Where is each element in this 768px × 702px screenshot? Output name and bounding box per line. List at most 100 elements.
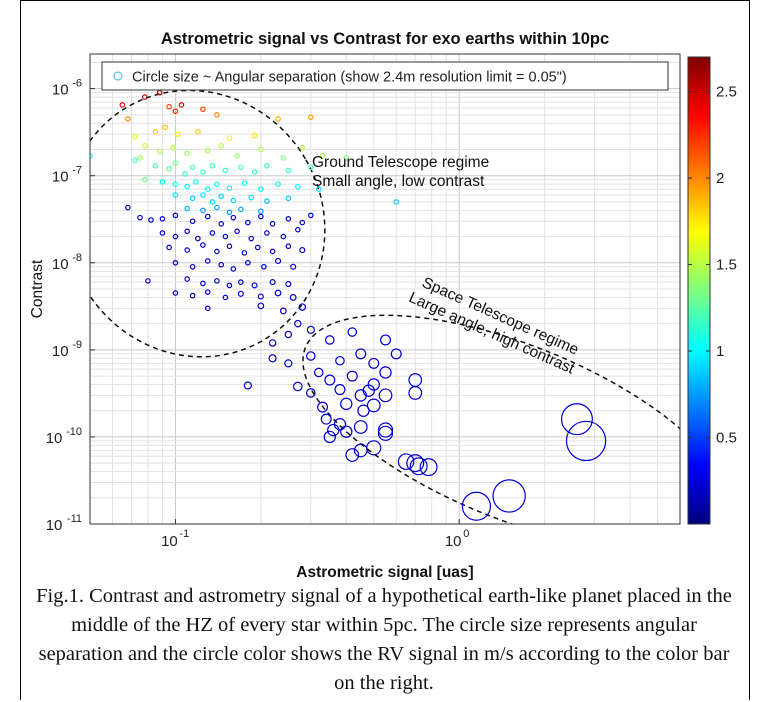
data-point — [284, 330, 293, 339]
data-point — [222, 233, 229, 240]
data-point — [275, 116, 281, 122]
data-point — [315, 186, 322, 193]
data-point — [355, 348, 367, 360]
data-point — [357, 404, 370, 417]
data-point — [209, 162, 216, 169]
data-point — [226, 282, 233, 289]
data-point — [230, 214, 237, 221]
data-point — [142, 143, 148, 149]
data-point — [261, 263, 267, 270]
data-point — [166, 166, 172, 172]
data-point — [380, 334, 392, 346]
data-point — [268, 339, 277, 347]
data-point — [172, 192, 179, 198]
data-point — [368, 357, 380, 369]
y-tick-exponent: -11 — [67, 513, 82, 525]
data-point — [152, 128, 159, 135]
data-point — [200, 242, 206, 248]
data-point — [175, 131, 181, 137]
data-point — [258, 186, 264, 193]
data-point — [317, 401, 329, 413]
data-point — [218, 143, 225, 149]
data-point — [268, 354, 277, 363]
data-point — [125, 116, 131, 122]
y-tick-exponent: -8 — [72, 252, 82, 264]
data-point — [264, 198, 270, 204]
figure-caption: Fig.1. Contrast and astrometry signal of… — [36, 585, 732, 694]
data-point — [257, 302, 265, 310]
colorbar-tick-label: 1.5 — [716, 257, 737, 274]
data-point — [218, 261, 225, 268]
data-point — [172, 160, 179, 166]
data-point — [377, 422, 394, 438]
y-tick-exponent: -10 — [66, 426, 82, 438]
data-point — [245, 219, 251, 226]
data-point — [184, 247, 190, 253]
data-point — [159, 179, 166, 185]
data-point — [204, 289, 211, 295]
data-point — [189, 218, 196, 225]
plot-border — [89, 53, 681, 525]
data-point — [335, 355, 345, 366]
data-point — [204, 186, 211, 193]
data-point — [285, 216, 292, 222]
data-point — [166, 103, 172, 110]
data-point — [218, 221, 225, 227]
data-point — [119, 102, 126, 108]
data-point — [306, 388, 316, 398]
data-point — [343, 155, 350, 161]
data-points — [90, 89, 607, 521]
data-point — [238, 206, 244, 213]
data-point — [492, 479, 526, 513]
data-point — [279, 307, 287, 315]
data-point — [184, 205, 190, 212]
data-point — [366, 440, 382, 456]
data-point — [258, 208, 264, 215]
data-point — [137, 155, 143, 161]
data-point — [366, 398, 381, 413]
data-point — [390, 348, 402, 360]
data-point — [193, 179, 199, 185]
data-point — [264, 230, 270, 236]
data-point — [295, 226, 301, 233]
y-tick-exponent: -6 — [72, 78, 82, 90]
data-point — [299, 219, 306, 226]
data-point — [159, 216, 166, 222]
data-point — [285, 280, 292, 288]
data-point — [408, 386, 423, 400]
data-point — [200, 169, 206, 175]
ground-regime-label-line1: Ground Telescope regime — [312, 154, 489, 171]
y-tick-label: 10 — [52, 256, 69, 273]
data-point — [275, 257, 282, 264]
data-point — [132, 133, 138, 140]
y-tick-exponent: -7 — [72, 165, 82, 177]
y-tick-exponent: -9 — [72, 339, 82, 351]
data-point — [245, 259, 251, 266]
data-point — [251, 282, 258, 289]
data-point — [285, 167, 292, 174]
data-point — [200, 106, 206, 113]
data-point — [234, 152, 240, 159]
data-point — [565, 420, 607, 462]
legend-text: Circle size ~ Angular separation (show 2… — [132, 70, 567, 86]
data-point — [209, 199, 216, 205]
data-point — [378, 388, 393, 403]
data-point — [362, 384, 375, 397]
data-point — [226, 243, 233, 250]
chart-title: Astrometric signal vs Contrast for exo e… — [161, 30, 609, 48]
x-tick-exponent: -1 — [179, 528, 189, 540]
data-point — [393, 199, 400, 205]
x-axis-ticks: 10 -1 10 0 — [161, 519, 469, 550]
data-point — [204, 305, 211, 312]
data-point — [285, 195, 292, 202]
data-point — [285, 243, 292, 250]
data-point — [172, 108, 179, 115]
legend-box: Circle size ~ Angular separation (show 2… — [101, 61, 669, 91]
data-point — [184, 150, 190, 157]
data-point — [142, 176, 148, 183]
region-space-ellipse — [302, 314, 680, 524]
y-tick-label: 10 — [52, 82, 69, 99]
data-point — [142, 94, 148, 100]
y-tick-label: 10 — [52, 169, 69, 186]
data-point — [172, 181, 179, 187]
